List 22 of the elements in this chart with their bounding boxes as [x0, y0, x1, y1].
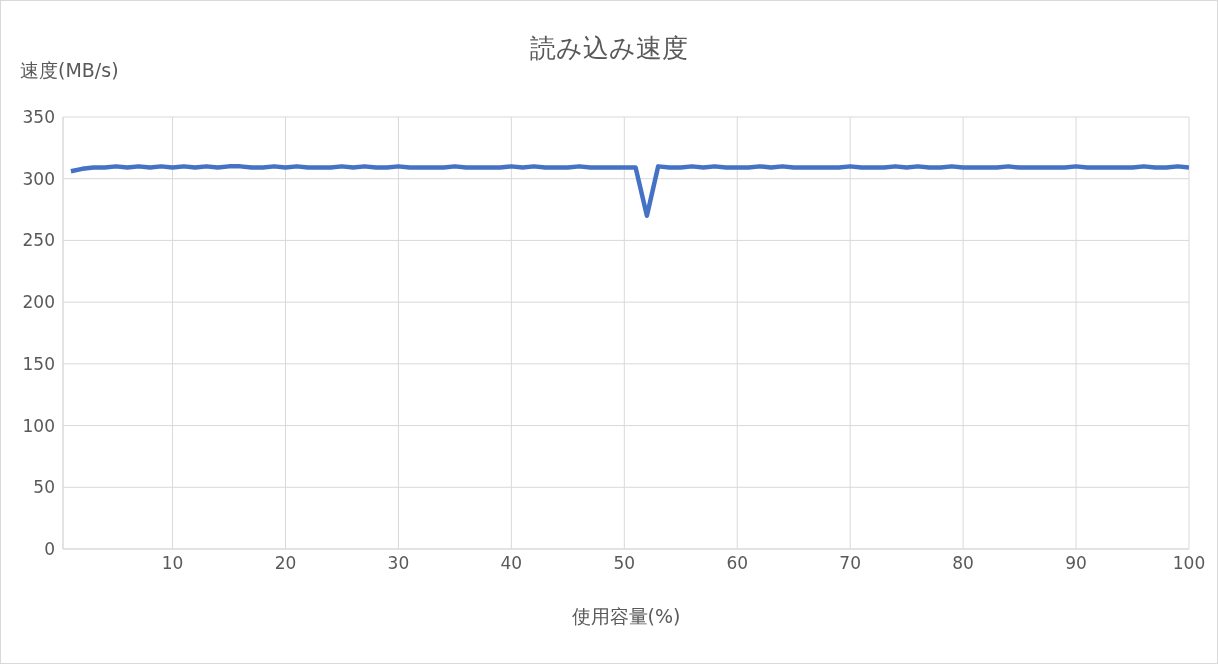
x-tick-label: 60 — [726, 553, 749, 574]
y-tick-label: 100 — [22, 415, 55, 436]
x-tick-label: 50 — [613, 553, 636, 574]
x-tick-label: 20 — [274, 553, 297, 574]
x-tick-label: 40 — [500, 553, 523, 574]
y-tick-label: 250 — [22, 230, 55, 251]
x-axis-title: 使用容量(%) — [570, 604, 682, 629]
x-tick-label: 100 — [1172, 553, 1206, 574]
line-series — [68, 164, 1189, 218]
x-tick-label: 80 — [952, 553, 974, 574]
y-tick-label: 50 — [33, 477, 55, 498]
y-tick-label: 150 — [22, 353, 55, 374]
y-tick-label: 200 — [22, 292, 55, 313]
x-tick-label: 30 — [387, 553, 410, 574]
y-tick-label: 300 — [22, 168, 55, 189]
y-tick-label: 350 — [22, 107, 55, 128]
chart-title: 読み込み速度 — [530, 33, 688, 63]
x-tick-label: 70 — [839, 553, 861, 574]
y-tick-label: 0 — [44, 539, 55, 560]
x-tick-label: 10 — [161, 553, 184, 574]
y-axis-title: 速度(MB/s) — [20, 58, 119, 83]
x-tick-label: 90 — [1065, 553, 1087, 574]
